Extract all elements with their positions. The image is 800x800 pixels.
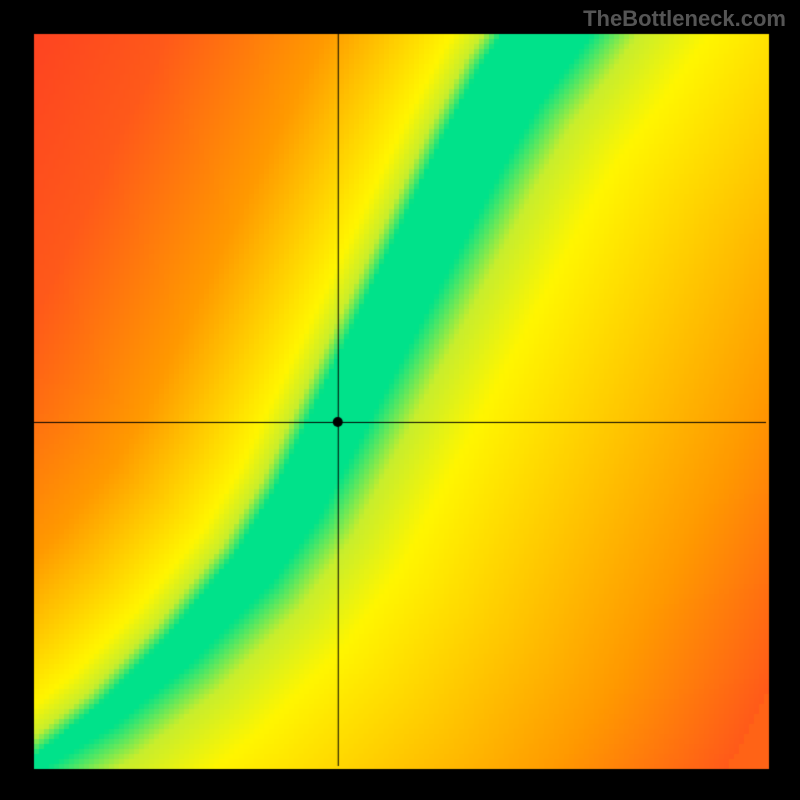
- watermark-text: TheBottleneck.com: [583, 6, 786, 32]
- bottleneck-heatmap: [0, 0, 800, 800]
- chart-container: TheBottleneck.com: [0, 0, 800, 800]
